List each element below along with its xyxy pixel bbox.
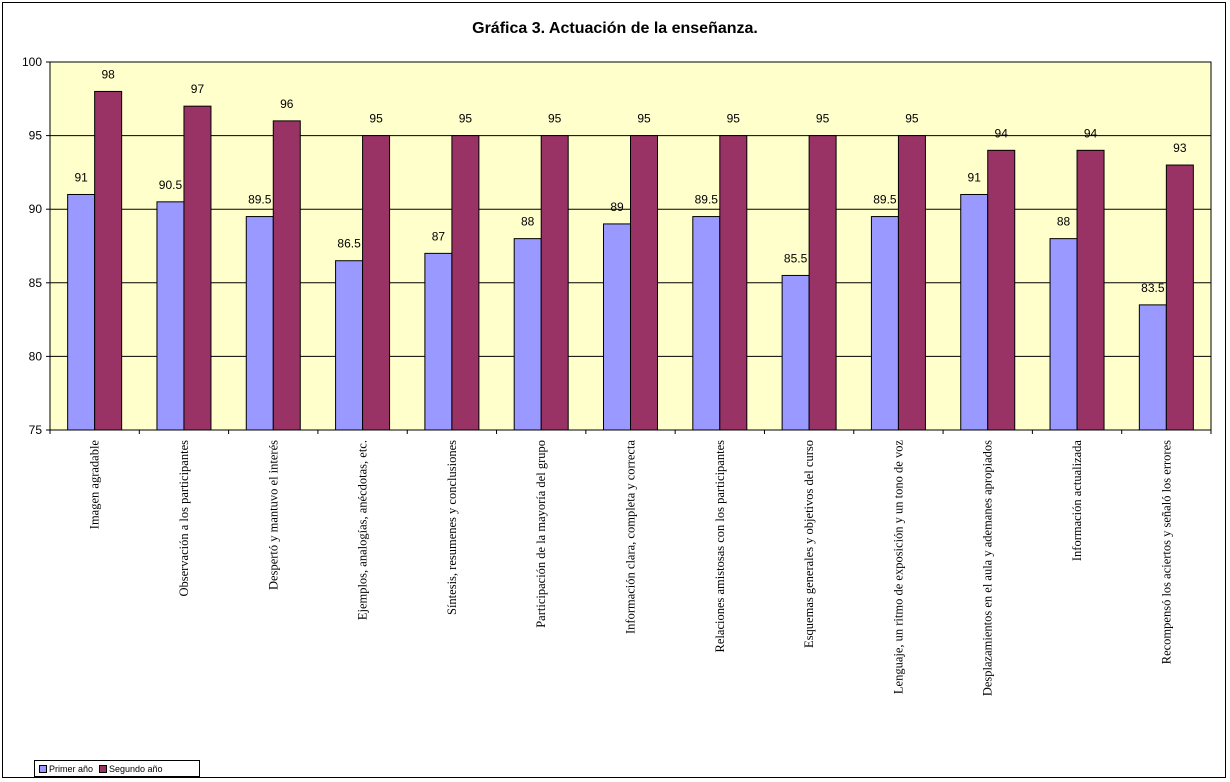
bar-primer-ano: [870, 216, 899, 431]
bar-segundo-ano: [630, 135, 658, 431]
bar-segundo-ano: [540, 135, 569, 431]
bar-segundo-ano: [451, 135, 480, 431]
x-category-label: Información actualizada: [1070, 440, 1084, 562]
data-label-primer-ano: 89.5: [248, 193, 272, 207]
bar-primer-ano: [156, 201, 185, 431]
x-category-label: Información clara, completa y correcta: [624, 440, 638, 634]
bar-segundo-ano: [183, 105, 212, 431]
bar-primer-ano: [781, 274, 810, 431]
y-tick-label: 90: [29, 202, 43, 216]
bar-segundo-ano: [362, 135, 391, 431]
data-label-segundo-ano: 95: [369, 112, 383, 126]
data-label-primer-ano: 87: [432, 229, 446, 243]
x-category-label: Desplazamientos en el aula y ademanes ap…: [981, 440, 995, 696]
legend-item: Segundo año: [99, 764, 163, 774]
legend-item: Primer año: [39, 764, 93, 774]
bar-primer-ano: [67, 193, 96, 431]
data-label-primer-ano: 91: [74, 170, 88, 184]
x-category-label: Participación de la mayoría del grupo: [534, 440, 548, 628]
data-label-segundo-ano: 95: [637, 112, 651, 126]
data-label-segundo-ano: 94: [995, 126, 1009, 140]
data-label-segundo-ano: 98: [101, 67, 115, 81]
bar-primer-ano: [960, 193, 989, 431]
y-tick-label: 80: [29, 349, 43, 363]
bar-primer-ano: [1049, 238, 1078, 431]
bar-segundo-ano: [897, 135, 926, 431]
bar-primer-ano: [513, 238, 542, 431]
x-category-label: Observación a los participantes: [177, 440, 191, 597]
legend-label: Segundo año: [109, 763, 163, 774]
data-label-segundo-ano: 95: [459, 112, 473, 126]
data-label-primer-ano: 89.5: [873, 193, 897, 207]
y-tick-label: 100: [22, 55, 42, 69]
data-label-primer-ano: 89.5: [695, 193, 719, 207]
data-label-primer-ano: 89: [610, 200, 624, 214]
data-label-segundo-ano: 96: [280, 97, 294, 111]
data-label-segundo-ano: 95: [727, 112, 741, 126]
legend: Primer año Segundo año: [34, 760, 200, 777]
data-label-primer-ano: 86.5: [337, 237, 361, 251]
data-label-segundo-ano: 94: [1084, 126, 1098, 140]
bar-primer-ano: [335, 260, 364, 431]
x-category-label: Esquemas generales y objetivos del curso: [802, 440, 816, 648]
data-label-primer-ano: 90.5: [159, 178, 183, 192]
y-tick-label: 95: [29, 129, 43, 143]
x-category-label: Ejemplos, analogías, anécdotas, etc.: [356, 440, 370, 620]
bar-primer-ano: [424, 252, 453, 431]
bar-segundo-ano: [808, 135, 837, 431]
x-category-label: Síntesis, resumenes y conclusiones: [445, 440, 459, 615]
bar-segundo-ano: [1076, 149, 1105, 431]
data-label-primer-ano: 85.5: [784, 251, 808, 265]
x-category-label: Relaciones amistosas con los participant…: [713, 440, 727, 653]
bar-segundo-ano: [987, 149, 1016, 431]
bar-segundo-ano: [94, 90, 123, 431]
y-tick-label: 75: [29, 423, 43, 437]
data-label-segundo-ano: 95: [816, 112, 830, 126]
bar-primer-ano: [692, 216, 721, 431]
x-category-label: Despertó y mantuvo el interés: [266, 440, 280, 590]
bar-segundo-ano: [1165, 164, 1194, 431]
legend-swatch: [39, 764, 47, 773]
bar-primer-ano: [603, 223, 631, 431]
legend-swatch: [99, 764, 108, 773]
data-label-primer-ano: 91: [968, 170, 982, 184]
bar-segundo-ano: [719, 135, 748, 431]
data-label-segundo-ano: 95: [905, 112, 919, 126]
x-category-label: Recompensó los aciertos y señaló los err…: [1159, 440, 1173, 664]
bar-segundo-ano: [272, 120, 301, 431]
x-category-label: Imagen agradable: [88, 440, 102, 530]
data-label-primer-ano: 88: [1057, 215, 1071, 229]
y-tick-label: 85: [29, 276, 43, 290]
data-label-segundo-ano: 97: [191, 82, 205, 96]
bar-primer-ano: [1138, 304, 1167, 431]
data-label-primer-ano: 83.5: [1141, 281, 1165, 295]
legend-label: Primer año: [49, 763, 94, 774]
x-category-label: Lenguaje, un ritmo de exposición y un to…: [891, 440, 905, 695]
data-label-primer-ano: 88: [521, 215, 535, 229]
data-label-segundo-ano: 95: [548, 112, 562, 126]
data-label-segundo-ano: 93: [1173, 141, 1187, 155]
bar-primer-ano: [245, 216, 274, 431]
chart-title: Gráfica 3. Actuación de la enseñanza.: [472, 20, 758, 37]
